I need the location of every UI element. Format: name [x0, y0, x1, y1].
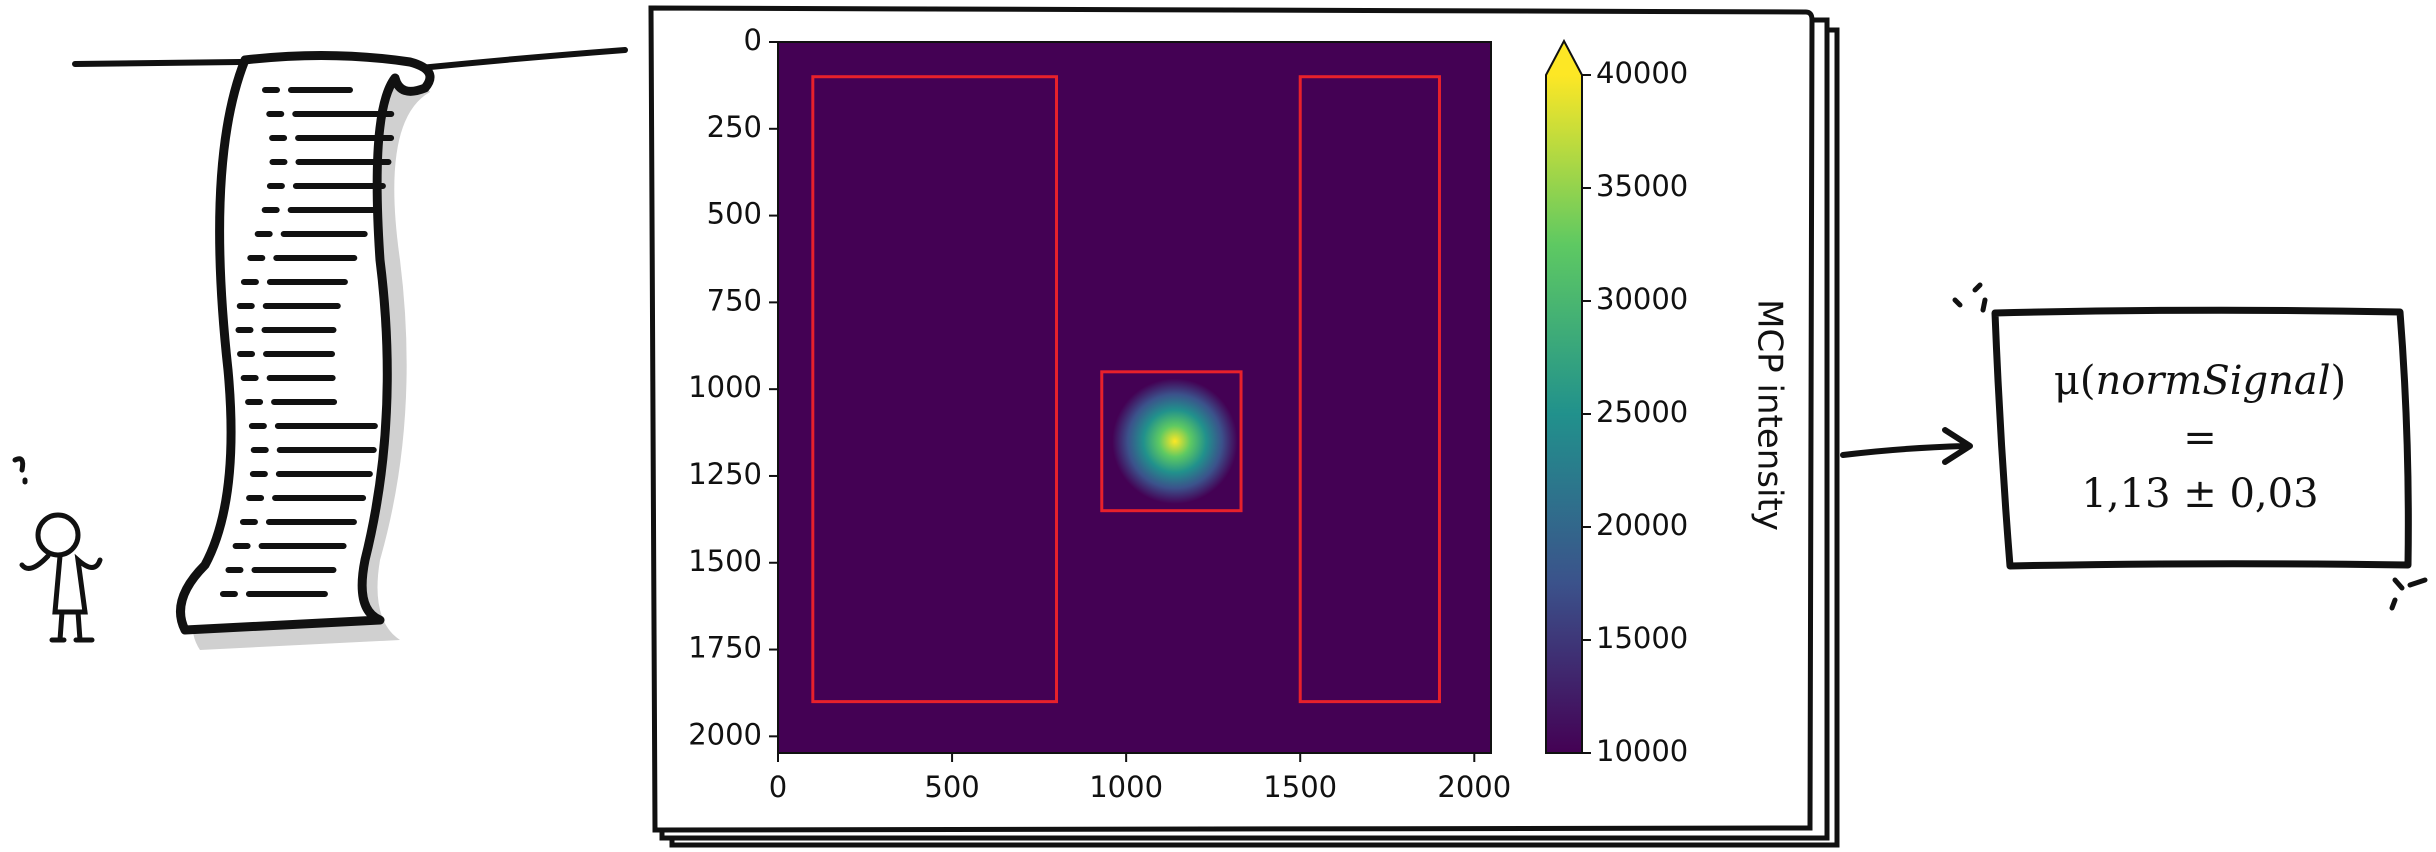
connector-line — [72, 47, 628, 71]
arrow — [1840, 427, 1973, 465]
result-value: 1,13 ± 0,03 — [2081, 471, 2318, 517]
roi-box — [1100, 370, 1243, 513]
colorbar-tick-label: 10000 — [1596, 734, 1688, 768]
colorbar-tick-label: 30000 — [1596, 282, 1688, 316]
person-icon — [12, 456, 103, 643]
y-tick-label: 1250 — [688, 457, 762, 491]
scroll-text — [219, 87, 395, 597]
roi-box — [811, 75, 1059, 704]
x-tick-label: 2000 — [1437, 770, 1511, 804]
x-tick-label: 0 — [769, 770, 787, 804]
scroll — [176, 50, 435, 635]
plot-frame — [777, 41, 1492, 754]
y-tick-label: 500 — [707, 197, 762, 231]
formula-prefix: μ( — [2054, 358, 2096, 404]
colorbar-extension — [1546, 41, 1582, 75]
result-box — [1991, 306, 2412, 570]
roi-box — [1298, 75, 1441, 704]
y-tick-label: 1000 — [688, 370, 762, 404]
y-tick-label: 1750 — [688, 631, 762, 665]
x-tick-label: 500 — [924, 770, 979, 804]
formula-suffix: ) — [2331, 358, 2347, 404]
y-tick-label: 2000 — [688, 717, 762, 751]
formula-variable: normSignal — [2095, 358, 2330, 404]
y-tick-label: 0 — [744, 23, 762, 57]
emphasis-marks — [1952, 282, 2428, 611]
result-formula: μ(normSignal) — [2054, 358, 2346, 404]
y-tick-label: 1500 — [688, 544, 762, 578]
colorbar-label: MCP intensity — [1750, 299, 1790, 531]
colorbar-tick-label: 20000 — [1596, 508, 1688, 542]
intensity-spot — [1112, 378, 1238, 504]
colorbar-tick-label: 15000 — [1596, 621, 1688, 655]
colorbar-tick-label: 35000 — [1596, 169, 1688, 203]
x-tick-label: 1500 — [1263, 770, 1337, 804]
x-tick-label: 1000 — [1089, 770, 1163, 804]
y-tick-label: 750 — [707, 283, 762, 317]
result-equals: = — [2183, 415, 2217, 461]
colorbar — [1546, 75, 1582, 753]
colorbar-tick-label: 25000 — [1596, 395, 1688, 429]
y-tick-label: 250 — [707, 110, 762, 144]
colorbar-tick-label: 40000 — [1596, 56, 1688, 90]
plot: 0 500 1000 1500 2000025050075010001250150017… — [688, 23, 1688, 804]
